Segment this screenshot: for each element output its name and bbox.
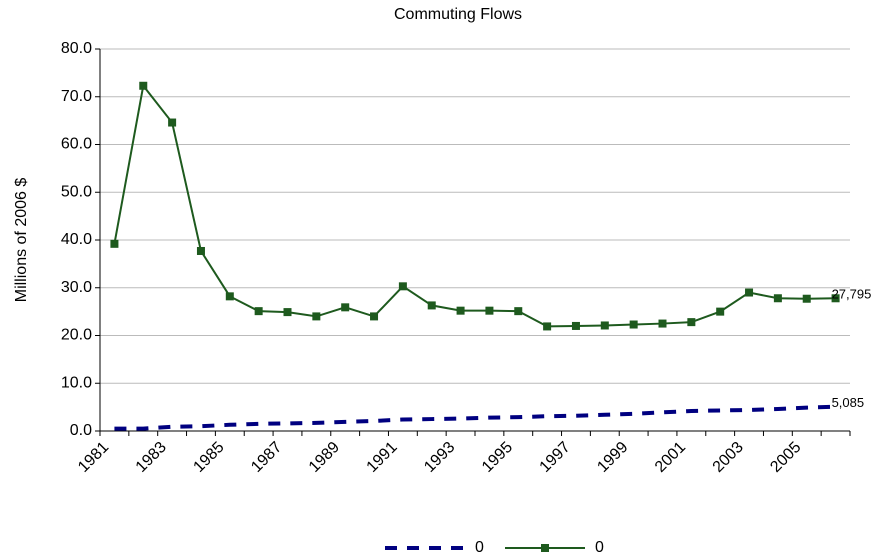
point-marker [110, 239, 119, 248]
x-tick-label: 1989 [306, 439, 343, 476]
x-tick-label: 1983 [133, 439, 170, 476]
x-tick-label: 2001 [652, 439, 689, 476]
x-tick-label: 1997 [537, 439, 574, 476]
x-tick-label: 1985 [190, 439, 227, 476]
point-marker [283, 308, 292, 317]
point-marker [485, 306, 494, 315]
x-tick-label: 2003 [710, 439, 747, 476]
point-marker [831, 294, 840, 303]
point-marker [802, 294, 811, 303]
point-marker [225, 292, 234, 301]
point-marker [629, 320, 638, 329]
y-tick-label: 50.0 [61, 183, 92, 200]
x-tick-label: 2005 [767, 439, 804, 476]
legend-marker [541, 544, 549, 552]
x-tick-label: 1981 [75, 439, 112, 476]
point-marker [600, 321, 609, 330]
x-tick-label: 1993 [421, 439, 458, 476]
y-axis-label: Millions of 2006 $ [13, 178, 30, 303]
point-marker [745, 288, 754, 297]
legend-label: 0 [475, 539, 484, 556]
y-tick-label: 80.0 [61, 40, 92, 57]
point-marker [312, 312, 321, 321]
point-marker [773, 294, 782, 303]
x-tick-label: 1995 [479, 439, 516, 476]
point-marker [687, 318, 696, 327]
point-marker [716, 307, 725, 316]
data-label: 5,085 [832, 395, 865, 410]
y-tick-label: 20.0 [61, 327, 92, 344]
point-marker [398, 282, 407, 291]
x-tick-label: 1987 [248, 439, 285, 476]
point-marker [341, 303, 350, 312]
y-tick-label: 0.0 [70, 422, 92, 439]
y-tick-label: 40.0 [61, 231, 92, 248]
point-marker [427, 301, 436, 310]
series-line [114, 404, 836, 431]
y-tick-label: 30.0 [61, 279, 92, 296]
point-marker [139, 81, 148, 90]
point-marker [254, 307, 263, 316]
x-tick-label: 1999 [594, 439, 631, 476]
y-tick-label: 60.0 [61, 136, 92, 153]
chart-title: Commuting Flows [394, 6, 522, 23]
y-tick-label: 10.0 [61, 374, 92, 391]
point-marker [543, 322, 552, 331]
point-marker [514, 307, 523, 316]
point-marker [370, 312, 379, 321]
data-label: 27,795 [832, 287, 872, 302]
point-marker [658, 319, 667, 328]
point-marker [456, 306, 465, 315]
y-tick-label: 70.0 [61, 88, 92, 105]
point-marker [168, 118, 177, 127]
series-line [113, 83, 836, 328]
x-tick-label: 1991 [364, 439, 401, 476]
point-marker [196, 246, 205, 255]
legend-label: 0 [595, 539, 604, 556]
point-marker [571, 321, 580, 330]
